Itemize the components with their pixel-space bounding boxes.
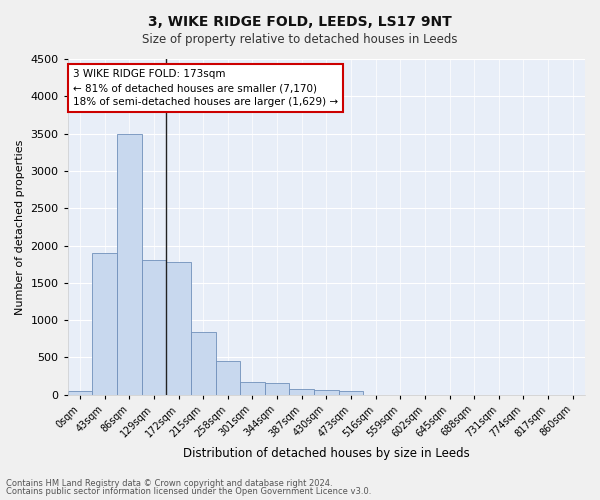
Bar [166,262,191,394]
Bar [191,332,215,394]
Bar [215,361,240,394]
Text: 3, WIKE RIDGE FOLD, LEEDS, LS17 9NT: 3, WIKE RIDGE FOLD, LEEDS, LS17 9NT [148,15,452,29]
Bar [142,260,166,394]
Bar [265,383,289,394]
Bar [92,253,117,394]
Bar [117,134,142,394]
Bar [68,391,92,394]
Bar [240,382,265,394]
Text: 3 WIKE RIDGE FOLD: 173sqm
← 81% of detached houses are smaller (7,170)
18% of se: 3 WIKE RIDGE FOLD: 173sqm ← 81% of detac… [73,69,338,107]
Text: Contains public sector information licensed under the Open Government Licence v3: Contains public sector information licen… [6,487,371,496]
Bar [338,390,364,394]
Text: Size of property relative to detached houses in Leeds: Size of property relative to detached ho… [142,32,458,46]
Y-axis label: Number of detached properties: Number of detached properties [15,139,25,314]
Bar [289,389,314,394]
Text: Contains HM Land Registry data © Crown copyright and database right 2024.: Contains HM Land Registry data © Crown c… [6,478,332,488]
X-axis label: Distribution of detached houses by size in Leeds: Distribution of detached houses by size … [183,447,470,460]
Bar [314,390,338,394]
